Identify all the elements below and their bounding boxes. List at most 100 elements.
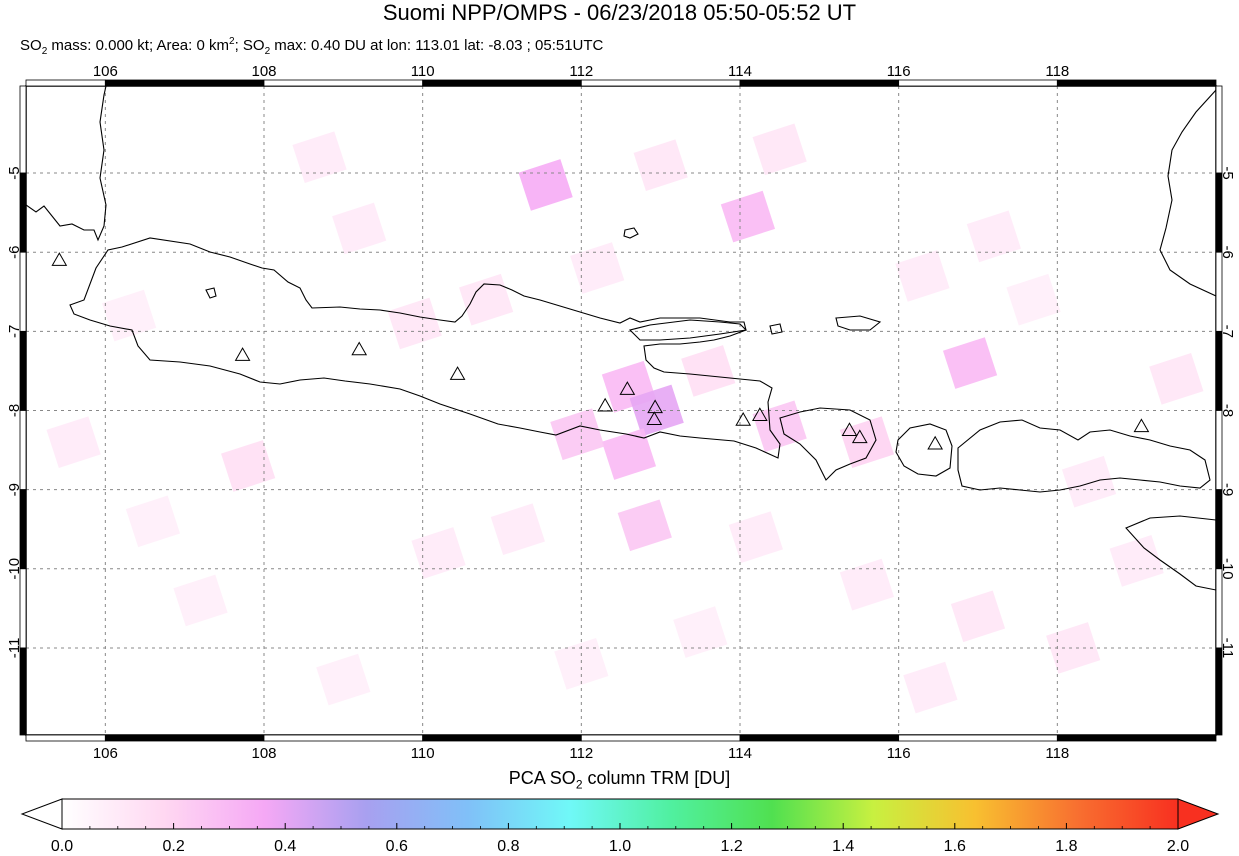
frame-band-bottom xyxy=(25,734,106,742)
frame-band-left xyxy=(19,330,27,411)
lombok-coast xyxy=(895,423,953,477)
frame-band-left xyxy=(19,85,27,174)
so2-pixel xyxy=(125,495,181,548)
frame-band-top xyxy=(422,79,582,87)
volcano-marker xyxy=(647,399,663,414)
madura-coast xyxy=(628,319,748,341)
lat-tick-label-left: -10 xyxy=(6,558,23,580)
so2-pixel xyxy=(903,661,958,714)
lat-tick-label-right: -8 xyxy=(1219,404,1236,417)
frame-band-top xyxy=(25,79,106,87)
so2-pixel xyxy=(617,499,672,552)
lat-tick-label-left: -8 xyxy=(6,404,23,417)
lon-tick-label-top: 106 xyxy=(93,63,118,80)
lon-tick-label-top: 108 xyxy=(251,63,276,80)
so2-pixel xyxy=(518,159,573,211)
so2-pixel xyxy=(1006,273,1061,326)
java-coast xyxy=(69,237,781,459)
volcano-marker xyxy=(735,411,752,426)
so2-pixel xyxy=(554,637,609,690)
lat-tick-label-left: -11 xyxy=(6,638,23,659)
so2-pixel xyxy=(895,250,950,302)
so2-pixel xyxy=(1061,455,1117,508)
frame-band-top xyxy=(263,79,424,87)
colorbar-tick-label: 0.0 xyxy=(50,838,74,855)
axis-ticks: 106 106 108 108 110 110 112 112 114 114 116 116 118 1… xyxy=(6,63,1236,762)
map-title: Suomi NPP/OMPS - 06/23/2018 05:50-05:52 … xyxy=(382,0,857,25)
lon-tick-label-bottom: 114 xyxy=(728,745,752,762)
lon-tick-label-bottom: 116 xyxy=(887,745,911,762)
so2-pixel xyxy=(839,558,895,611)
volcano-marker xyxy=(927,435,944,450)
colorbar-max-arrow xyxy=(1177,798,1220,830)
sumba-coast xyxy=(1125,515,1216,591)
volcano-marker xyxy=(619,381,636,395)
lon-tick-label-top: 110 xyxy=(411,63,435,80)
so2-pixel xyxy=(411,527,466,579)
frame-band-left xyxy=(19,489,27,570)
frame-band-top xyxy=(104,79,265,87)
so2-pixel xyxy=(292,131,347,184)
lat-tick-label-left: -7 xyxy=(6,325,23,338)
lat-tick-label-left: -6 xyxy=(6,246,23,259)
so2-pixel xyxy=(950,590,1006,643)
so2-pixel xyxy=(673,606,728,658)
sumbawa-coast xyxy=(957,419,1211,493)
frame-band-left xyxy=(19,647,27,736)
volcano-marker xyxy=(234,347,251,361)
sapudi-coast xyxy=(769,323,783,335)
so2-field xyxy=(46,123,1204,714)
frame-band-bottom xyxy=(1056,734,1217,742)
lon-tick-label-bottom: 110 xyxy=(411,745,435,762)
lat-tick-label-right: -6 xyxy=(1219,246,1236,259)
colorbar-tick-label: 1.6 xyxy=(943,838,966,855)
frame-band-top xyxy=(1056,79,1217,87)
frame-band-bottom xyxy=(898,734,1058,742)
so2-pixel xyxy=(316,653,371,706)
lon-tick-label-bottom: 112 xyxy=(569,745,593,762)
so2-pixel xyxy=(1109,535,1164,587)
colorbar-tick-label: 0.4 xyxy=(274,838,297,855)
frame-band-bottom xyxy=(739,734,900,742)
colorbar-tick-label: 1.2 xyxy=(720,838,743,855)
so2-pixel xyxy=(720,190,776,243)
sumatra-coast xyxy=(26,86,107,242)
frame-band-right xyxy=(1215,330,1223,411)
volcano-marker xyxy=(351,341,368,356)
so2-summary: SO2 mass: 0.000 kt; Area: 0 km2; SO2 max… xyxy=(20,36,604,57)
frame-band-bottom xyxy=(422,734,582,742)
lat-tick-label-right: -5 xyxy=(1219,166,1236,179)
so2-pixel xyxy=(633,139,688,191)
kangean-coast xyxy=(835,315,882,331)
volcano-marker xyxy=(851,429,868,444)
so2-pixel xyxy=(1046,622,1101,674)
so2-pixel xyxy=(681,345,736,397)
lat-lon-frame xyxy=(19,79,1223,742)
so2-pixel xyxy=(1149,353,1204,405)
sulawesi-coast xyxy=(1159,89,1216,297)
so2-pixel xyxy=(966,210,1021,263)
so2-pixel xyxy=(728,511,783,563)
colorbar-tick-label: 0.8 xyxy=(497,838,520,855)
frame-band-top xyxy=(739,79,900,87)
colorbar-tick-label: 1.0 xyxy=(608,838,632,855)
colorbar-tick-label: 0.2 xyxy=(162,838,185,855)
so2-pixel xyxy=(550,408,605,461)
frame-band-left xyxy=(19,251,27,332)
graticule xyxy=(26,86,1216,735)
lon-tick-label-bottom: 106 xyxy=(93,745,118,762)
lat-tick-label-right: -7 xyxy=(1219,325,1236,338)
volcano-marker xyxy=(449,366,466,380)
frame-band-top xyxy=(898,79,1058,87)
so2-pixel xyxy=(490,503,545,556)
karimunjawa-coast xyxy=(205,287,217,299)
so2-pixel xyxy=(221,440,276,492)
so2-pixel xyxy=(570,242,625,294)
so2-pixel xyxy=(332,202,387,255)
so2-pixel xyxy=(173,574,228,627)
volcano-marker xyxy=(597,397,613,412)
colorbar xyxy=(20,798,1220,830)
frame-band-bottom xyxy=(263,734,424,742)
frame-band-bottom xyxy=(104,734,265,742)
